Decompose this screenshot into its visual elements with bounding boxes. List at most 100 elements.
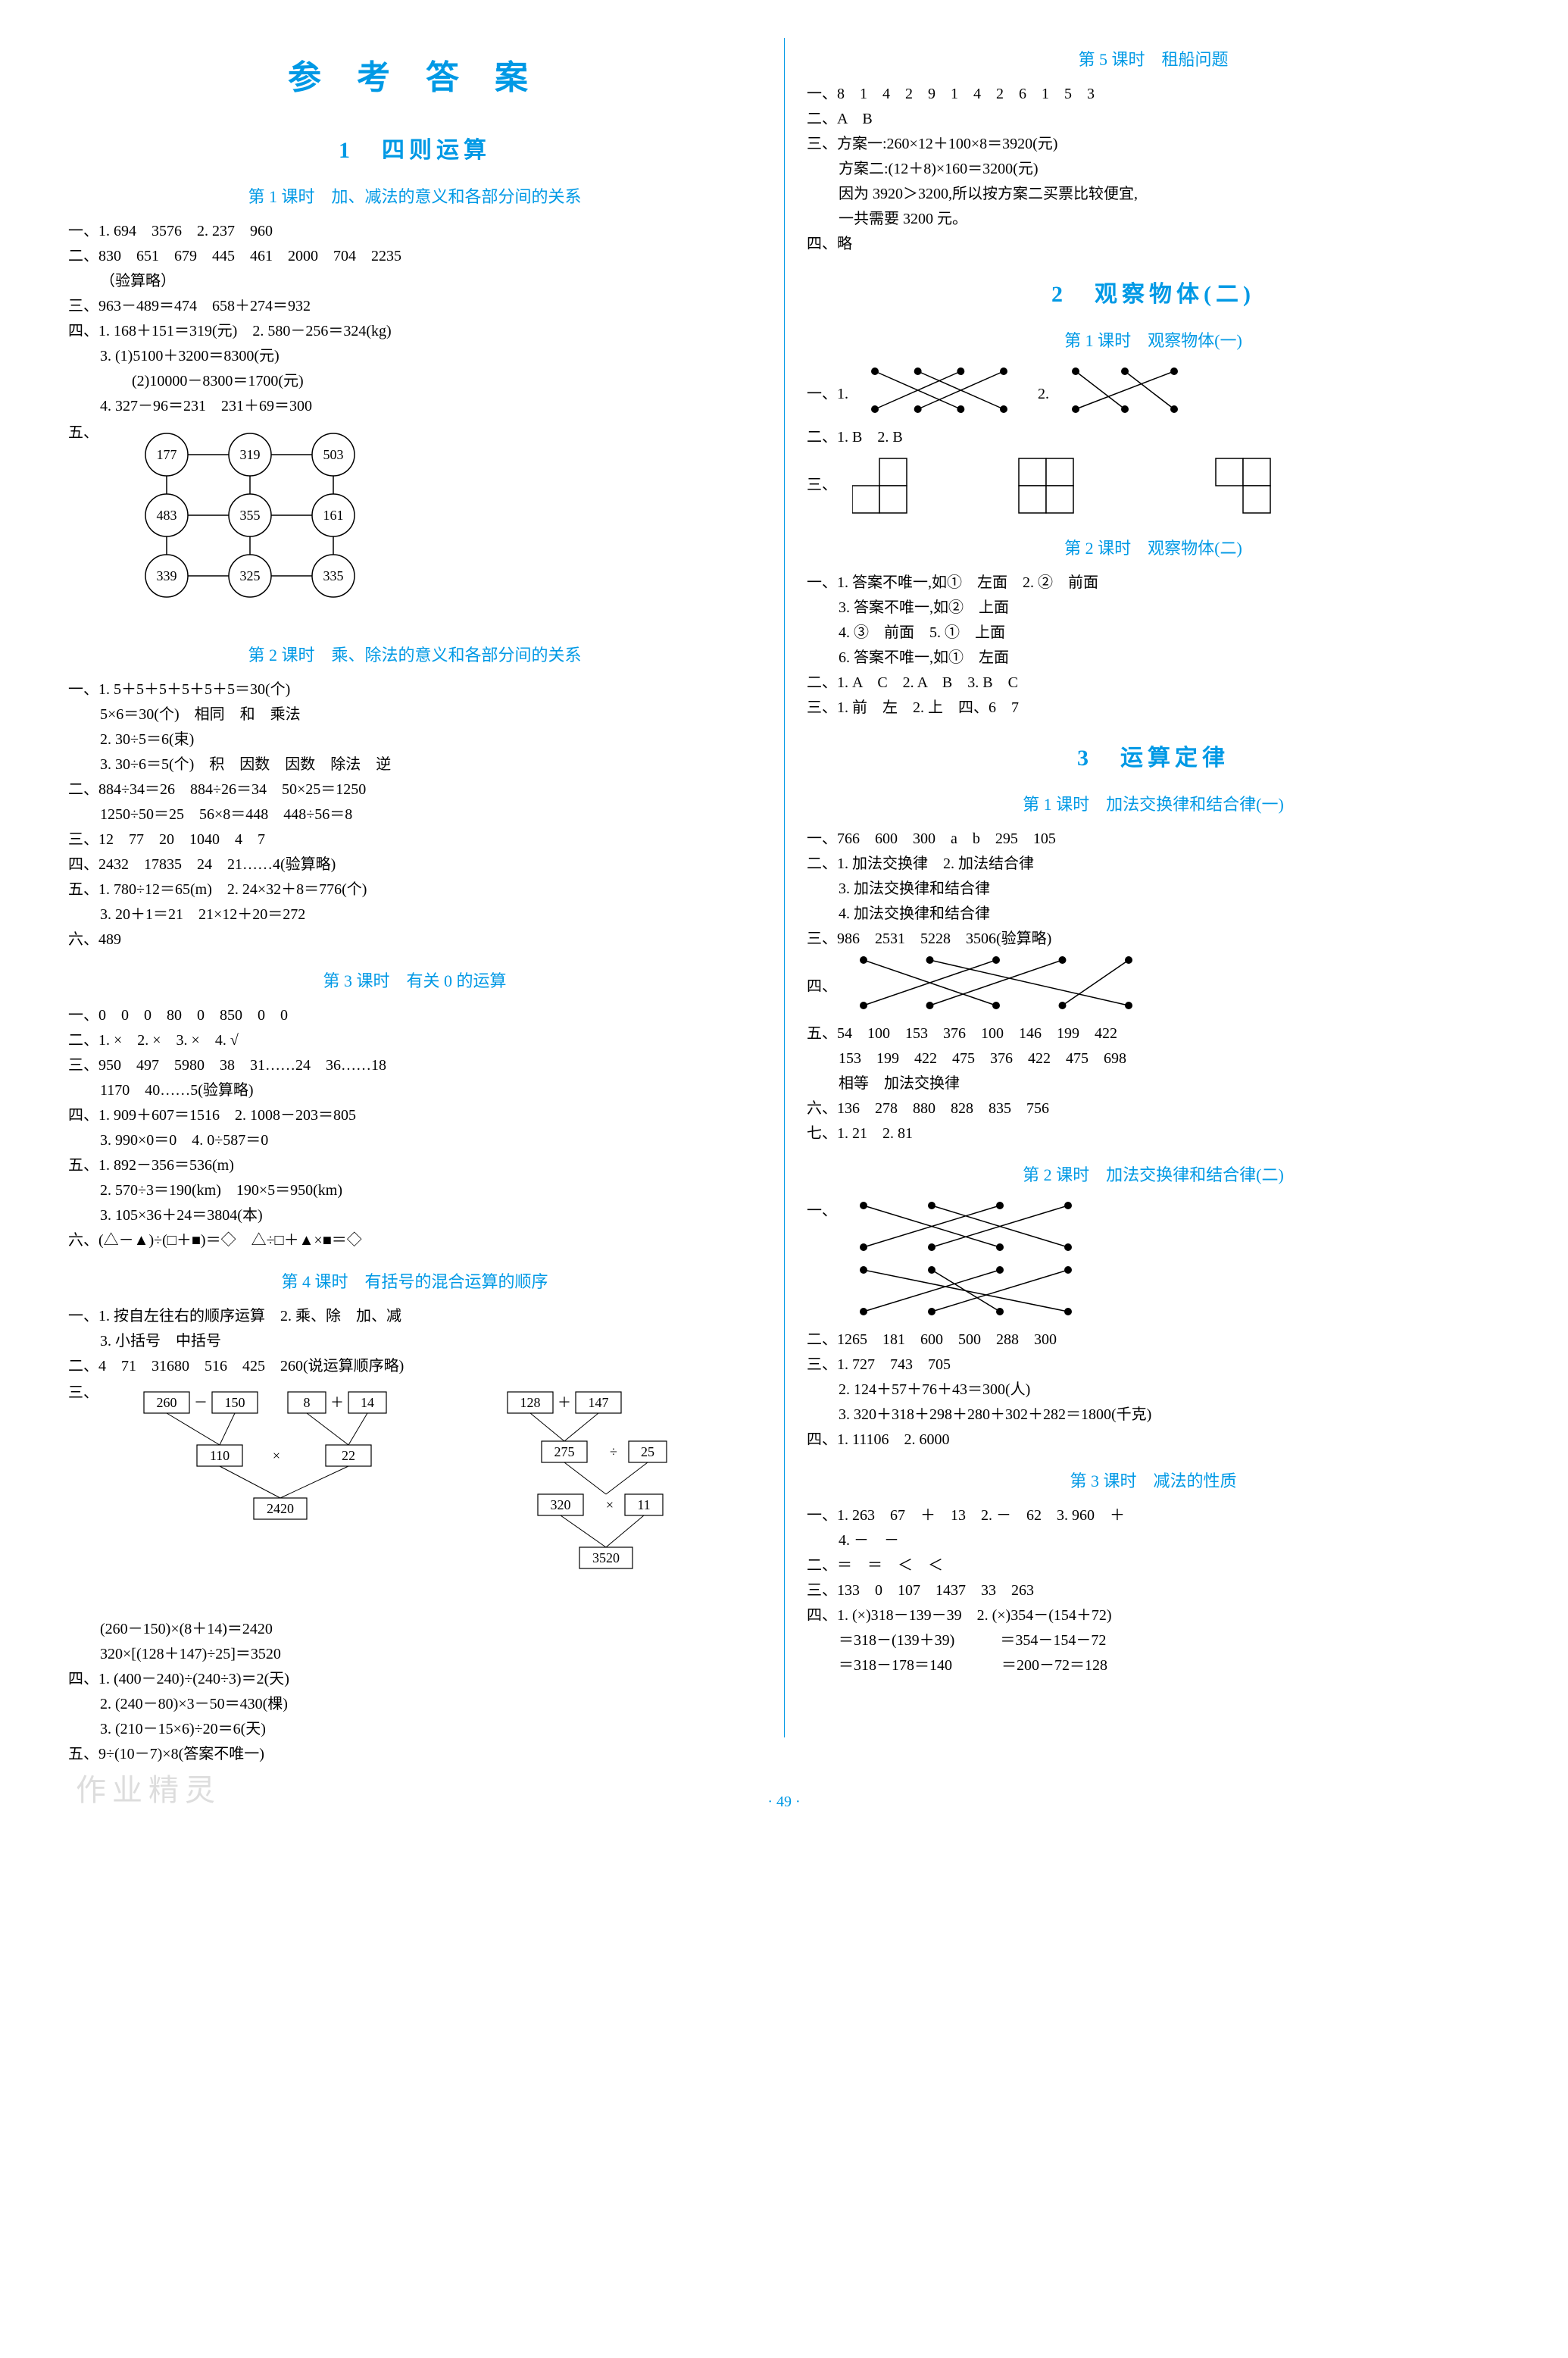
l8-r2: 二、1. 加法交换律 2. 加法结合律 [807,852,1500,876]
l8-r1: 一、766 600 300 a b 295 105 [807,827,1500,851]
l6-r3label: 三、 [807,474,837,497]
l3-r3b: 1170 40……5(验算略) [68,1079,761,1102]
l8-r7: 七、1. 21 2. 81 [807,1122,1500,1146]
l1-r4d: 4. 327－96＝231 231＋69＝300 [68,395,761,418]
l3-r2: 二、1. × 2. × 3. × 4. √ [68,1029,761,1052]
unit1-title: 1 四则运算 [68,133,761,167]
svg-text:275: 275 [554,1444,575,1459]
l1-r1: 一、1. 694 3576 2. 237 960 [68,220,761,243]
l10-r3: 三、133 0 107 1437 33 263 [807,1579,1500,1603]
l4-r5: 四、1. (400－240)÷(240÷3)＝2(天) [68,1668,761,1691]
svg-text:－: － [194,1395,208,1410]
l10-r4c: ＝318－178＝140 ＝200－72＝128 [807,1654,1500,1678]
l8-r3: 三、986 2531 5228 3506(验算略) [807,927,1500,951]
l5-r3c: 因为 3920＞3200,所以按方案二买票比较便宜, [807,183,1500,206]
svg-text:＋: ＋ [558,1395,571,1410]
main-title: 参 考 答 案 [68,53,761,103]
l6-r2: 二、1. B 2. B [807,426,1500,449]
l2-r1c: 2. 30÷5＝6(束) [68,728,761,752]
svg-text:22: 22 [342,1448,355,1463]
lesson10-title: 第 3 课时 减法的性质 [807,1468,1500,1493]
l3-r5: 五、1. 892－356＝536(m) [68,1154,761,1177]
svg-text:147: 147 [589,1395,609,1410]
l5-r3: 三、方案一:260×12＋100×8＝3920(元) [807,133,1500,156]
l7-r1d: 6. 答案不唯一,如① 左面 [807,646,1500,670]
svg-text:325: 325 [240,568,261,583]
l1-r5label: 五、 [68,421,98,445]
lesson8-title: 第 1 课时 加法交换律和结合律(一) [807,792,1500,817]
l2-r6: 六、489 [68,928,761,952]
cross-diagram-4a [852,1198,1095,1262]
l10-r1b: 4. － － [807,1529,1500,1553]
svg-text:×: × [273,1448,280,1463]
cross-diagram-2 [1064,364,1193,424]
svg-text:319: 319 [240,447,261,462]
l4-r3label: 三、 [68,1381,98,1405]
l5-r1: 一、8 1 4 2 9 1 4 2 6 1 5 3 [807,83,1500,106]
svg-text:128: 128 [520,1395,541,1410]
svg-text:339: 339 [157,568,177,583]
right-column: 第 5 课时 租船问题 一、8 1 4 2 9 1 4 2 6 1 5 3 二、… [784,30,1523,1768]
l5-r3d: 一共需要 3200 元。 [807,208,1500,231]
l6-r1label: 一、1. [807,383,848,406]
l1-r4c: (2)10000－8300＝1700(元) [68,370,761,393]
l2-r1d: 3. 30÷6＝5(个) 积 因数 因数 除法 逆 [68,753,761,777]
l8-r5b: 153 199 422 475 376 422 475 698 [807,1047,1500,1071]
l2-r5b: 3. 20＋1＝21 21×12＋20＝272 [68,903,761,927]
svg-text:503: 503 [323,447,344,462]
expr-tree-2: 128＋147275÷25320×113520 [492,1384,765,1612]
l9-r4: 四、1. 11106 2. 6000 [807,1428,1500,1452]
l3-r5b: 2. 570÷3＝190(km) 190×5＝950(km) [68,1179,761,1202]
lesson5-title: 第 5 课时 租船问题 [807,47,1500,72]
l10-r4b: ＝318－(139＋39) ＝354－154－72 [807,1629,1500,1653]
unit3-title: 3 运算定律 [807,741,1500,775]
cross-diagram-3 [852,952,1155,1021]
l3-r3: 三、950 497 5980 38 31……24 36……18 [68,1054,761,1077]
l9-r1label: 一、 [807,1199,837,1223]
l9-r3: 三、1. 727 743 705 [807,1353,1500,1377]
l7-r1: 一、1. 答案不唯一,如① 左面 2. ② 前面 [807,571,1500,595]
l8-r2c: 4. 加法交换律和结合律 [807,902,1500,926]
svg-text:11: 11 [637,1497,650,1512]
l8-r4label: 四、 [807,975,837,999]
l3-r1: 一、0 0 0 80 0 850 0 0 [68,1004,761,1027]
l4-r4: (260－150)×(8＋14)＝2420 [68,1618,761,1641]
block-shapes [852,451,1382,519]
l10-r4: 四、1. (×)318－139－39 2. (×)354－(154＋72) [807,1604,1500,1628]
l3-r6: 六、(△－▲)÷(□＋■)＝◇ △÷□＋▲×■＝◇ [68,1229,761,1252]
l9-r2: 二、1265 181 600 500 288 300 [807,1328,1500,1352]
expr-tree-1: 260－1508＋14110×222420 [136,1384,454,1566]
l10-r1: 一、1. 263 67 ＋ 13 2. － 62 3. 960 ＋ [807,1504,1500,1528]
l4-r2: 二、4 71 31680 516 425 260(说运算顺序略) [68,1355,761,1378]
lesson7-title: 第 2 课时 观察物体(二) [807,536,1500,561]
svg-text:25: 25 [641,1444,654,1459]
svg-text:335: 335 [323,568,344,583]
l7-r1b: 3. 答案不唯一,如② 上面 [807,596,1500,620]
cross-diagram-4b [852,1262,1095,1327]
watermark: 作业精灵 [76,1768,221,1813]
lesson4-title: 第 4 课时 有括号的混合运算的顺序 [68,1269,761,1294]
l2-r5: 五、1. 780÷12＝65(m) 2. 24×32＋8＝776(个) [68,878,761,902]
l3-r4b: 3. 990×0＝0 4. 0÷587＝0 [68,1129,761,1152]
l5-r2: 二、A B [807,108,1500,131]
l2-r1b: 5×6＝30(个) 相同 和 乘法 [68,703,761,727]
l1-r2: 二、830 651 679 445 461 2000 704 2235 [68,245,761,268]
l1-r2b: （验算略） [68,270,761,293]
l4-r6: 五、9÷(10－7)×8(答案不唯一) [68,1743,761,1766]
l5-r3b: 方案二:(12＋8)×160＝3200(元) [807,158,1500,181]
l8-r5: 五、54 100 153 376 100 146 199 422 [807,1022,1500,1046]
l8-r5c: 相等 加法交换律 [807,1072,1500,1096]
lesson2-title: 第 2 课时 乘、除法的意义和各部分间的关系 [68,643,761,668]
lesson9-title: 第 2 课时 加法交换律和结合律(二) [807,1162,1500,1187]
lesson1-title: 第 1 课时 加、减法的意义和各部分间的关系 [68,184,761,209]
svg-text:355: 355 [240,508,261,523]
svg-text:320: 320 [551,1497,571,1512]
l5-r4: 四、略 [807,233,1500,256]
lesson3-title: 第 3 课时 有关 0 的运算 [68,968,761,993]
svg-text:3520: 3520 [592,1550,620,1565]
cross-diagram-1 [864,364,1023,424]
l10-r2: 二、＝ ＝ ＜ ＜ [807,1554,1500,1578]
lesson6-title: 第 1 课时 观察物体(一) [807,328,1500,353]
l1-r3: 三、963－489＝474 658＋274＝932 [68,295,761,318]
l1-r4: 四、1. 168＋151＝319(元) 2. 580－256＝324(kg) [68,320,761,343]
